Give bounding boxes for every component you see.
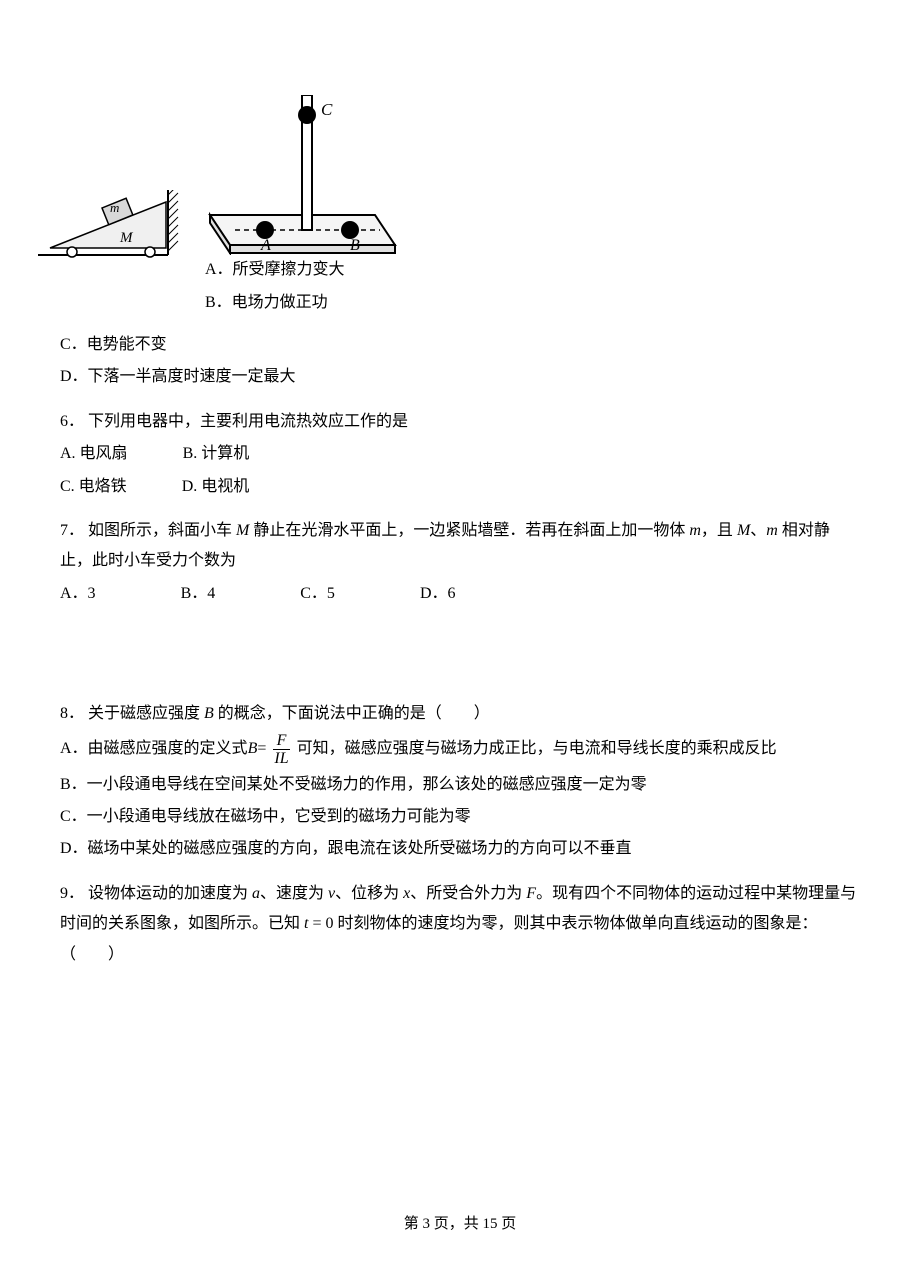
top-figures-region: m M A B C A．所受摩擦力变大 B．电场力做正功 bbox=[60, 60, 860, 260]
q7-p2: 静止在光滑水平面上，一边紧贴墙壁．若再在斜面上加一物体 bbox=[249, 522, 689, 539]
q7-opt-b: B．4 bbox=[181, 579, 216, 609]
q7-M2: M bbox=[737, 522, 750, 539]
q6-opts-row2: C. 电烙铁 D. 电视机 bbox=[60, 472, 860, 502]
label-A: A bbox=[260, 237, 271, 254]
footer-mid: 页，共 bbox=[430, 1216, 483, 1232]
q5-opt-a: A．所受摩擦力变大 bbox=[205, 255, 345, 285]
q5-opt-d: D．下落一半高度时速度一定最大 bbox=[60, 362, 860, 392]
q7-opts: A．3 B．4 C．5 D．6 bbox=[60, 579, 860, 609]
q7-p3: ，且 bbox=[701, 522, 737, 539]
q8-stem: 8． 关于磁感应强度 B 的概念，下面说法中正确的是（ ） bbox=[60, 699, 860, 729]
footer-prefix: 第 bbox=[404, 1216, 423, 1232]
q5-opt-c: C．电势能不变 bbox=[60, 330, 860, 360]
label-B: B bbox=[350, 237, 360, 254]
content-region: C．电势能不变 D．下落一半高度时速度一定最大 6． 下列用电器中，主要利用电流… bbox=[60, 330, 860, 970]
q6-opt-b: B. 计算机 bbox=[183, 439, 250, 469]
q7-p1: 7． 如图所示，斜面小车 bbox=[60, 522, 236, 539]
q6-stem: 6． 下列用电器中，主要利用电流热效应工作的是 bbox=[60, 407, 860, 437]
q6-opts-row1: A. 电风扇 B. 计算机 bbox=[60, 439, 860, 469]
q6-opt-a: A. 电风扇 bbox=[60, 439, 128, 469]
q6-opt-d: D. 电视机 bbox=[182, 472, 250, 502]
q7-opt-a: A．3 bbox=[60, 579, 96, 609]
q9-s3: 、位移为 bbox=[335, 885, 403, 902]
q8-opt-c: C．一小段通电导线放在磁场中，它受到的磁场力可能为零 bbox=[60, 802, 860, 832]
q8a-num: F bbox=[273, 732, 291, 751]
q8a-den: IL bbox=[270, 750, 292, 768]
page-footer: 第 3 页，共 15 页 bbox=[0, 1210, 920, 1239]
footer-total: 15 bbox=[483, 1216, 498, 1232]
footer-suffix: 页 bbox=[498, 1216, 517, 1232]
q5-opt-b: B．电场力做正功 bbox=[205, 288, 328, 318]
q9-s4: 、所受合外力为 bbox=[410, 885, 526, 902]
platform-diagram: A B C bbox=[195, 95, 435, 255]
q8a-p2: 可知，磁感应强度与磁场力成正比，与电流和导线长度的乘积成反比 bbox=[297, 734, 777, 764]
footer-current: 3 bbox=[422, 1216, 430, 1232]
label-C: C bbox=[321, 100, 333, 119]
q7-M1: M bbox=[236, 522, 249, 539]
q9-s2: 、速度为 bbox=[260, 885, 328, 902]
q7-stem: 7． 如图所示，斜面小车 M 静止在光滑水平面上，一边紧贴墙壁．若再在斜面上加一… bbox=[60, 516, 860, 577]
q9-a: a bbox=[252, 885, 260, 902]
q9-p1: 9． 设物体运动的加速度为 bbox=[60, 885, 252, 902]
q8a-p1: A．由磁感应强度的定义式 bbox=[60, 734, 248, 764]
q9-stem: 9． 设物体运动的加速度为 a、速度为 v、位移为 x、所受合外力为 F。现有四… bbox=[60, 879, 860, 970]
q7-sep: 、 bbox=[750, 522, 766, 539]
q9-F: F bbox=[526, 885, 536, 902]
incline-diagram: m M bbox=[30, 190, 180, 265]
q8-p1: 8． 关于磁感应强度 bbox=[60, 705, 204, 722]
fraction-icon: F IL bbox=[270, 732, 292, 768]
label-m: m bbox=[110, 200, 119, 215]
q8-p2: 的概念，下面说法中正确的是（ ） bbox=[214, 705, 490, 722]
label-M-big: M bbox=[119, 230, 134, 246]
q8-opt-d: D．磁场中某处的磁感应强度的方向，跟电流在该处所受磁场力的方向可以不垂直 bbox=[60, 834, 860, 864]
q7-opt-c: C．5 bbox=[300, 579, 335, 609]
q8a-B: B bbox=[248, 734, 258, 764]
q6-opt-c: C. 电烙铁 bbox=[60, 472, 127, 502]
q8-opt-a: A．由磁感应强度的定义式 B = F IL 可知，磁感应强度与磁场力成正比，与电… bbox=[60, 732, 860, 768]
q7-m: m bbox=[689, 522, 701, 539]
q8-B: B bbox=[204, 705, 214, 722]
q7-opt-d: D．6 bbox=[420, 579, 456, 609]
q7-m2: m bbox=[766, 522, 778, 539]
q8a-eq: = bbox=[257, 734, 266, 764]
q8-opt-b: B．一小段通电导线在空间某处不受磁场力的作用，那么该处的磁感应强度一定为零 bbox=[60, 770, 860, 800]
